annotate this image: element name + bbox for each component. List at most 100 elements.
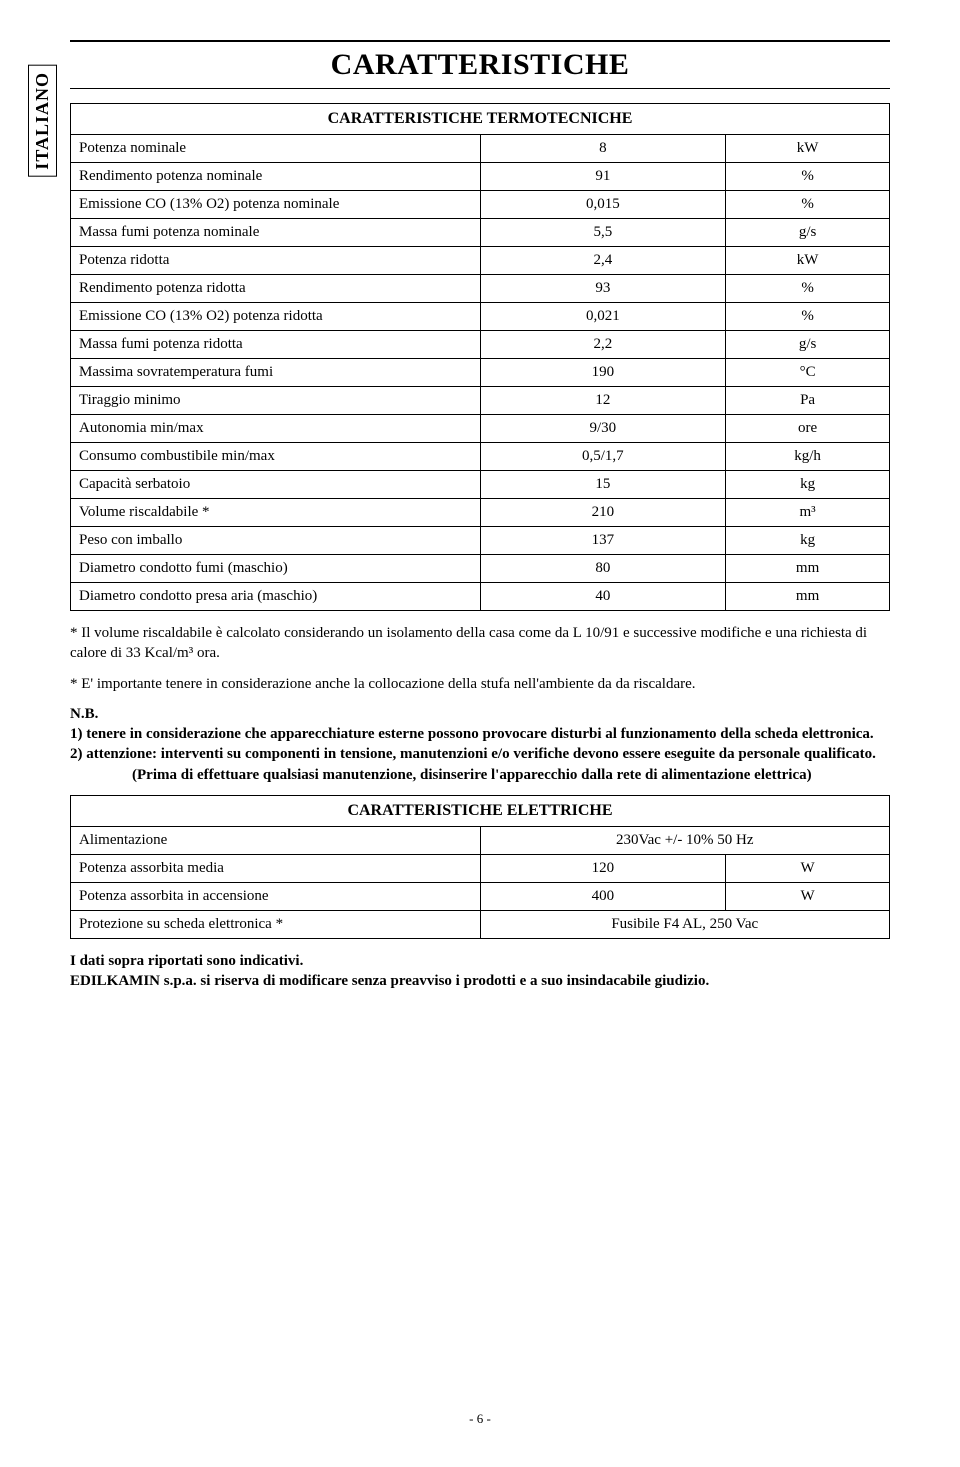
notes-block-1: * Il volume riscaldabile è calcolato con… [70, 623, 890, 785]
table-row: Emissione CO (13% O2) potenza nominale0,… [71, 191, 890, 219]
thermo-spec-table: CARATTERISTICHE TERMOTECNICHE Potenza no… [70, 103, 890, 611]
spec-label: Potenza ridotta [71, 247, 481, 275]
spec-label: Diametro condotto fumi (maschio) [71, 555, 481, 583]
spec-value: 12 [480, 387, 726, 415]
spec-unit: kW [726, 247, 890, 275]
table-header-row: CARATTERISTICHE ELETTRICHE [71, 795, 890, 826]
spec-unit: W [726, 882, 890, 910]
nb-item-1: 1) tenere in considerazione che apparecc… [70, 724, 890, 744]
table-row: Massima sovratemperatura fumi190°C [71, 359, 890, 387]
page-title: CARATTERISTICHE [70, 48, 890, 82]
spec-label: Consumo combustibile min/max [71, 443, 481, 471]
spec-unit: g/s [726, 331, 890, 359]
page: ITALIANO CARATTERISTICHE CARATTERISTICHE… [0, 0, 960, 1467]
spec-unit: kg [726, 471, 890, 499]
disclaimer-2: EDILKAMIN s.p.a. si riserva di modificar… [70, 971, 890, 991]
table-row: Massa fumi potenza ridotta2,2g/s [71, 331, 890, 359]
spec-unit: mm [726, 583, 890, 611]
table-row: Potenza assorbita media120W [71, 854, 890, 882]
spec-value: 80 [480, 555, 726, 583]
page-number: - 6 - [70, 1411, 890, 1427]
spec-value: Fusibile F4 AL, 250 Vac [480, 910, 890, 938]
nb-item-3: (Prima di effettuare qualsiasi manutenzi… [70, 765, 890, 785]
spec-unit: % [726, 303, 890, 331]
spec-unit: % [726, 191, 890, 219]
spec-label: Capacità serbatoio [71, 471, 481, 499]
table-row: Tiraggio minimo12Pa [71, 387, 890, 415]
spec-label: Rendimento potenza ridotta [71, 275, 481, 303]
language-tab: ITALIANO [28, 65, 57, 177]
spec-value: 15 [480, 471, 726, 499]
spec-unit: kg/h [726, 443, 890, 471]
table-row: Autonomia min/max9/30ore [71, 415, 890, 443]
spec-value: 230Vac +/- 10% 50 Hz [480, 826, 890, 854]
note-placement: * E' importante tenere in considerazione… [70, 674, 890, 694]
spec-value: 2,4 [480, 247, 726, 275]
table-row: Capacità serbatoio15kg [71, 471, 890, 499]
spec-value: 2,2 [480, 331, 726, 359]
table-row: Volume riscaldabile *210m³ [71, 499, 890, 527]
table-row: Diametro condotto fumi (maschio)80mm [71, 555, 890, 583]
spec-value: 190 [480, 359, 726, 387]
table-row: Consumo combustibile min/max0,5/1,7kg/h [71, 443, 890, 471]
table-row: Emissione CO (13% O2) potenza ridotta0,0… [71, 303, 890, 331]
spec-value: 400 [480, 882, 726, 910]
top-rule [70, 40, 890, 42]
spec-value: 120 [480, 854, 726, 882]
spec-label: Diametro condotto presa aria (maschio) [71, 583, 481, 611]
spec-label: Massima sovratemperatura fumi [71, 359, 481, 387]
spec-label: Potenza assorbita in accensione [71, 882, 481, 910]
spec-unit: kg [726, 527, 890, 555]
spec-unit: % [726, 163, 890, 191]
nb-item-2: 2) attenzione: interventi su componenti … [70, 744, 890, 764]
spec-value: 8 [480, 135, 726, 163]
table-row: Diametro condotto presa aria (maschio)40… [71, 583, 890, 611]
table-row: Massa fumi potenza nominale5,5g/s [71, 219, 890, 247]
spec-value: 0,021 [480, 303, 726, 331]
table-row: Rendimento potenza nominale91% [71, 163, 890, 191]
spec-label: Potenza nominale [71, 135, 481, 163]
spec-label: Peso con imballo [71, 527, 481, 555]
spec-label: Alimentazione [71, 826, 481, 854]
spec-unit: m³ [726, 499, 890, 527]
spec-unit: % [726, 275, 890, 303]
spec-value: 40 [480, 583, 726, 611]
spec-label: Potenza assorbita media [71, 854, 481, 882]
disclaimer-1: I dati sopra riportati sono indicativi. [70, 951, 890, 971]
spec-unit: g/s [726, 219, 890, 247]
spec-unit: W [726, 854, 890, 882]
spec-label: Massa fumi potenza nominale [71, 219, 481, 247]
spec-value: 0,5/1,7 [480, 443, 726, 471]
spec-label: Emissione CO (13% O2) potenza nominale [71, 191, 481, 219]
spec-label: Massa fumi potenza ridotta [71, 331, 481, 359]
spec-value: 0,015 [480, 191, 726, 219]
spec-unit: Pa [726, 387, 890, 415]
notes-block-2: I dati sopra riportati sono indicativi. … [70, 951, 890, 992]
electrical-table-header: CARATTERISTICHE ELETTRICHE [71, 795, 890, 826]
spec-unit: mm [726, 555, 890, 583]
spec-value: 91 [480, 163, 726, 191]
spec-label: Autonomia min/max [71, 415, 481, 443]
note-volume: * Il volume riscaldabile è calcolato con… [70, 623, 890, 664]
spec-value: 93 [480, 275, 726, 303]
spec-label: Rendimento potenza nominale [71, 163, 481, 191]
table-row: Potenza ridotta2,4kW [71, 247, 890, 275]
spec-label: Emissione CO (13% O2) potenza ridotta [71, 303, 481, 331]
spec-label: Volume riscaldabile * [71, 499, 481, 527]
spec-unit: kW [726, 135, 890, 163]
spec-label: Tiraggio minimo [71, 387, 481, 415]
electrical-spec-table: CARATTERISTICHE ELETTRICHE Alimentazione… [70, 795, 890, 939]
table-row: Alimentazione230Vac +/- 10% 50 Hz [71, 826, 890, 854]
spec-unit: °C [726, 359, 890, 387]
table-row: Protezione su scheda elettronica *Fusibi… [71, 910, 890, 938]
table-row: Peso con imballo137kg [71, 527, 890, 555]
thermo-table-header: CARATTERISTICHE TERMOTECNICHE [71, 104, 890, 135]
spec-value: 210 [480, 499, 726, 527]
spec-value: 137 [480, 527, 726, 555]
table-row: Potenza nominale8kW [71, 135, 890, 163]
nb-heading: N.B. [70, 704, 890, 724]
spec-value: 5,5 [480, 219, 726, 247]
spec-unit: ore [726, 415, 890, 443]
table-header-row: CARATTERISTICHE TERMOTECNICHE [71, 104, 890, 135]
title-underline [70, 88, 890, 89]
